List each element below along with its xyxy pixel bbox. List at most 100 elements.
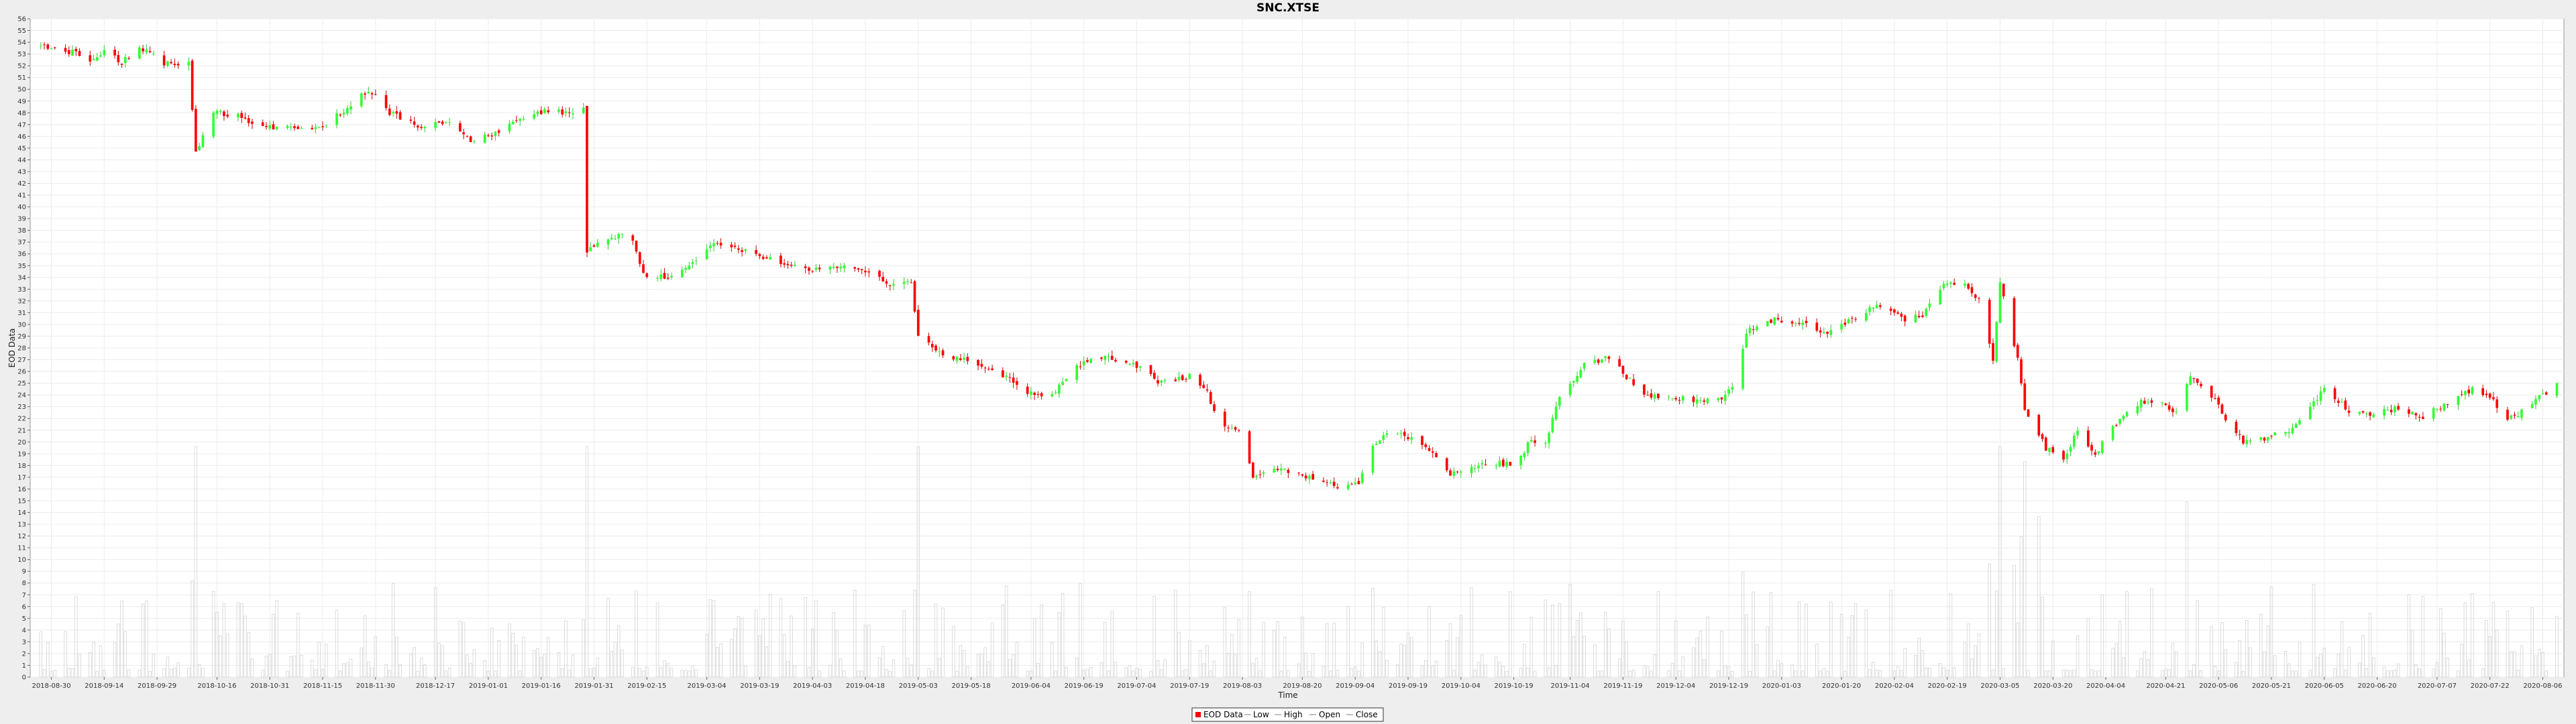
volume-bar xyxy=(194,446,198,678)
y-tick-label: 52 xyxy=(17,63,26,70)
volume-bar xyxy=(1473,669,1477,678)
volume-bar xyxy=(1794,670,1798,678)
candle-body xyxy=(1255,475,1258,477)
y-tick-label: 6 xyxy=(22,603,26,611)
volume-bar xyxy=(370,668,374,678)
y-tick-label: 33 xyxy=(17,286,26,294)
candle-body xyxy=(2555,383,2559,396)
candle-body xyxy=(916,310,920,336)
y-tick-label: 1 xyxy=(22,662,26,670)
candle-body xyxy=(191,60,194,110)
volume-bar xyxy=(2235,662,2238,678)
candle-body xyxy=(2097,451,2100,453)
volume-bar xyxy=(39,631,42,678)
candle-body xyxy=(2048,448,2051,452)
x-tick-label: 2020-06-20 xyxy=(2358,682,2397,690)
volume-bar xyxy=(70,668,74,678)
volume-bar xyxy=(1628,670,1632,678)
volume-bar xyxy=(857,670,860,678)
volume-bar xyxy=(1110,611,1114,678)
candle-body xyxy=(1671,398,1674,400)
candle-body xyxy=(497,130,500,133)
volume-bar xyxy=(419,658,423,678)
candle-body xyxy=(2249,440,2252,442)
volume-bar xyxy=(1505,670,1509,678)
volume-bar xyxy=(1237,619,1241,678)
volume-bar xyxy=(2460,644,2463,678)
volume-bar xyxy=(1509,591,1512,678)
candle-body xyxy=(92,59,95,60)
candle-body xyxy=(610,237,613,239)
candle-body xyxy=(758,253,761,257)
y-tick-label: 26 xyxy=(17,369,26,376)
volume-bar xyxy=(2485,619,2488,678)
candle-body xyxy=(2196,378,2199,383)
volume-bar xyxy=(1026,670,1029,678)
candle-body xyxy=(814,267,818,270)
volume-bar xyxy=(2199,670,2203,678)
y-tick-label: 12 xyxy=(17,533,26,540)
x-tick-label: 2019-06-04 xyxy=(1012,682,1051,690)
candle-body xyxy=(2200,383,2202,387)
candle-body xyxy=(1177,376,1181,380)
candle-body xyxy=(1280,468,1283,471)
x-tick-label: 2019-07-04 xyxy=(1117,682,1156,690)
candle-body xyxy=(2101,441,2104,453)
candle-body xyxy=(1780,320,1783,323)
candle-body xyxy=(1237,430,1240,431)
candle-body xyxy=(462,132,465,135)
candle-body xyxy=(395,111,398,114)
volume-bar xyxy=(1322,666,1326,678)
candle-body xyxy=(684,267,687,270)
candle-body xyxy=(1082,361,1085,366)
volume-bar xyxy=(2094,670,2097,678)
volume-bar xyxy=(2298,642,2302,678)
volume-bar xyxy=(2347,647,2351,678)
x-tick-label: 2018-12-17 xyxy=(416,682,455,690)
candle-body xyxy=(2094,452,2097,455)
candle-body xyxy=(1723,394,1727,402)
candle-body xyxy=(409,119,413,121)
x-tick-label: 2019-12-19 xyxy=(1709,682,1748,690)
volume-bar xyxy=(744,666,747,678)
candle-body xyxy=(1741,349,1744,389)
volume-bar xyxy=(345,662,350,678)
candle-body xyxy=(794,264,796,266)
volume-bar xyxy=(1554,665,1558,678)
candle-body xyxy=(417,125,419,128)
candle-body xyxy=(966,357,969,361)
candle-body xyxy=(1819,330,1822,333)
volume-bar xyxy=(568,670,571,678)
candle-body xyxy=(1470,467,1473,474)
candle-body xyxy=(469,136,472,142)
candle-body xyxy=(1840,324,1843,330)
candle-body xyxy=(335,113,338,125)
volume-bar xyxy=(311,660,314,678)
volume-bar xyxy=(289,656,292,678)
volume-bar xyxy=(2491,602,2496,678)
volume-bar xyxy=(2016,623,2020,678)
volume-bar xyxy=(1040,604,1043,678)
x-tick-label: 2019-04-18 xyxy=(846,682,885,690)
candle-body xyxy=(219,111,222,113)
volume-bar xyxy=(2061,669,2065,678)
volume-bar xyxy=(980,654,983,678)
candle-body xyxy=(251,121,254,124)
y-tick-label: 8 xyxy=(22,580,26,587)
volume-bar xyxy=(1797,601,1801,678)
candle-body xyxy=(1776,318,1780,320)
candle-body xyxy=(1914,314,1917,323)
volume-bar xyxy=(1202,663,1205,678)
volume-bar xyxy=(1470,587,1473,678)
volume-bar xyxy=(1706,616,1709,678)
candle-body xyxy=(1529,440,1533,442)
candle-body xyxy=(564,111,568,113)
candle-body xyxy=(1174,379,1177,381)
candle-body xyxy=(843,265,846,269)
volume-bar xyxy=(2319,654,2322,678)
candle-body xyxy=(1435,452,1438,457)
volume-bar xyxy=(959,645,963,678)
candle-body xyxy=(1843,322,1847,325)
volume-bar xyxy=(388,670,392,678)
candle-body xyxy=(1794,323,1797,324)
